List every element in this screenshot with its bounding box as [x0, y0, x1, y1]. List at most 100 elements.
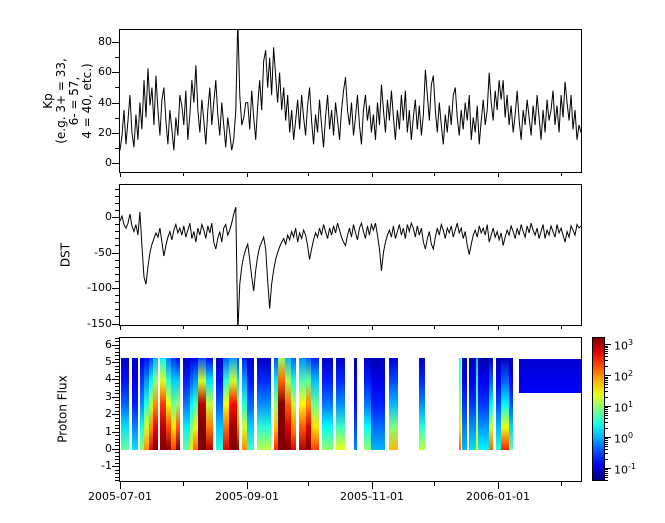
colorbar-tick-minor: [605, 380, 608, 381]
y-tick-minor: [115, 341, 119, 342]
colorbar-tick-minor: [605, 391, 608, 392]
colorbar-tick-minor: [605, 407, 608, 408]
spectrogram-segment: [257, 357, 271, 450]
x-tick-major: [247, 482, 248, 489]
colorbar-tick-label: 102: [614, 369, 634, 384]
x-tick-label: 2005-11-01: [340, 490, 404, 503]
y-tick-label: 40: [98, 95, 112, 109]
spectrogram-segment: [176, 357, 180, 450]
y-tick-minor: [115, 203, 119, 204]
y-tick-label: 0: [105, 156, 112, 170]
y-tick-major: [112, 103, 119, 104]
y-tick-minor: [115, 267, 119, 268]
colorbar-tick-minor: [605, 477, 608, 478]
dst-axis-label: DST: [58, 242, 73, 268]
spectrogram-segment: [519, 358, 581, 393]
spectrogram-segment: [291, 357, 296, 450]
spectrogram-segment: [509, 357, 513, 450]
y-tick-major: [112, 397, 119, 398]
y-tick-major: [112, 362, 119, 363]
spectrogram-segment: [322, 357, 333, 450]
spectrogram-segment: [299, 357, 306, 450]
spectrogram-segment: [153, 357, 158, 450]
spectrogram-segment: [216, 357, 223, 450]
colorbar: [592, 337, 605, 481]
x-tick-major: [372, 326, 373, 330]
colorbar-tick-minor: [605, 444, 608, 445]
y-tick-minor: [115, 477, 119, 478]
x-tick-major: [498, 482, 499, 489]
spectrogram-segment: [198, 357, 206, 450]
y-tick-minor: [115, 366, 119, 367]
x-tick-label: 2005-09-01: [215, 490, 279, 503]
y-tick-major: [112, 72, 119, 73]
colorbar-tick-label: 101: [614, 400, 634, 415]
colorbar-tick-minor: [605, 422, 608, 423]
colorbar-tick-minor: [605, 387, 608, 388]
y-tick-minor: [115, 260, 119, 261]
y-tick-minor: [115, 404, 119, 405]
colorbar-tick-minor: [605, 480, 608, 481]
colorbar-tick-minor: [605, 384, 608, 385]
y-tick-minor: [115, 348, 119, 349]
spectrogram-segment: [121, 357, 129, 450]
y-tick-minor: [115, 238, 119, 239]
spectrogram-segment: [166, 357, 171, 450]
y-tick-minor: [115, 369, 119, 370]
colorbar-tick-minor: [605, 351, 608, 352]
y-tick-label: 60: [98, 65, 112, 79]
x-tick-label: 2006-01-01: [466, 490, 530, 503]
y-tick-minor: [115, 435, 119, 436]
y-tick-major: [112, 288, 119, 289]
spectrogram-segment: [223, 357, 229, 450]
x-tick-major: [247, 326, 248, 330]
y-tick-major: [112, 379, 119, 380]
spectrogram-segment: [149, 357, 153, 450]
spectrogram-segment: [274, 357, 278, 450]
spectrogram-segment: [278, 357, 285, 450]
x-tick-minor: [183, 173, 184, 176]
colorbar-tick-major: [605, 406, 611, 407]
y-tick-minor: [115, 87, 119, 88]
y-tick-label: 2: [105, 407, 112, 421]
y-tick-minor: [115, 231, 119, 232]
y-tick-minor: [115, 210, 119, 211]
y-tick-minor: [115, 386, 119, 387]
spectrogram-segment: [237, 357, 239, 450]
y-tick-label: 0: [105, 210, 112, 223]
colorbar-tick-minor: [605, 377, 608, 378]
y-tick-label: 1: [105, 424, 112, 438]
y-tick-minor: [115, 352, 119, 353]
spectrogram-segment: [311, 357, 319, 450]
spectrogram-segment: [336, 357, 345, 450]
proton-flux-axis-label: Proton Flux: [55, 375, 70, 443]
colorbar-tick-major: [605, 375, 611, 376]
colorbar-tick-minor: [605, 411, 608, 412]
y-tick-minor: [115, 359, 119, 360]
x-tick-minor: [434, 173, 435, 176]
spectrogram-segment: [476, 357, 478, 450]
y-tick-minor: [115, 459, 119, 460]
y-tick-minor: [115, 442, 119, 443]
colorbar-tick-minor: [605, 428, 608, 429]
y-tick-major: [112, 163, 119, 164]
y-tick-minor: [115, 470, 119, 471]
x-tick-major: [120, 326, 121, 330]
spectrogram-segment: [183, 357, 190, 450]
spectrogram-segment: [160, 357, 166, 450]
y-tick-label: -100: [87, 281, 112, 294]
spectrogram-segment: [354, 357, 357, 450]
x-tick-major: [372, 173, 373, 177]
x-tick-minor: [561, 482, 562, 486]
y-tick-minor: [115, 418, 119, 419]
x-tick-major: [498, 326, 499, 330]
x-tick-major: [120, 482, 121, 489]
spectrogram-segment: [193, 357, 198, 450]
x-tick-major: [247, 173, 248, 177]
x-tick-major: [372, 482, 373, 489]
colorbar-tick-minor: [605, 347, 608, 348]
y-tick-minor: [115, 338, 119, 339]
y-tick-minor: [115, 309, 119, 310]
y-tick-major: [112, 449, 119, 450]
colorbar-tick-minor: [605, 356, 608, 357]
